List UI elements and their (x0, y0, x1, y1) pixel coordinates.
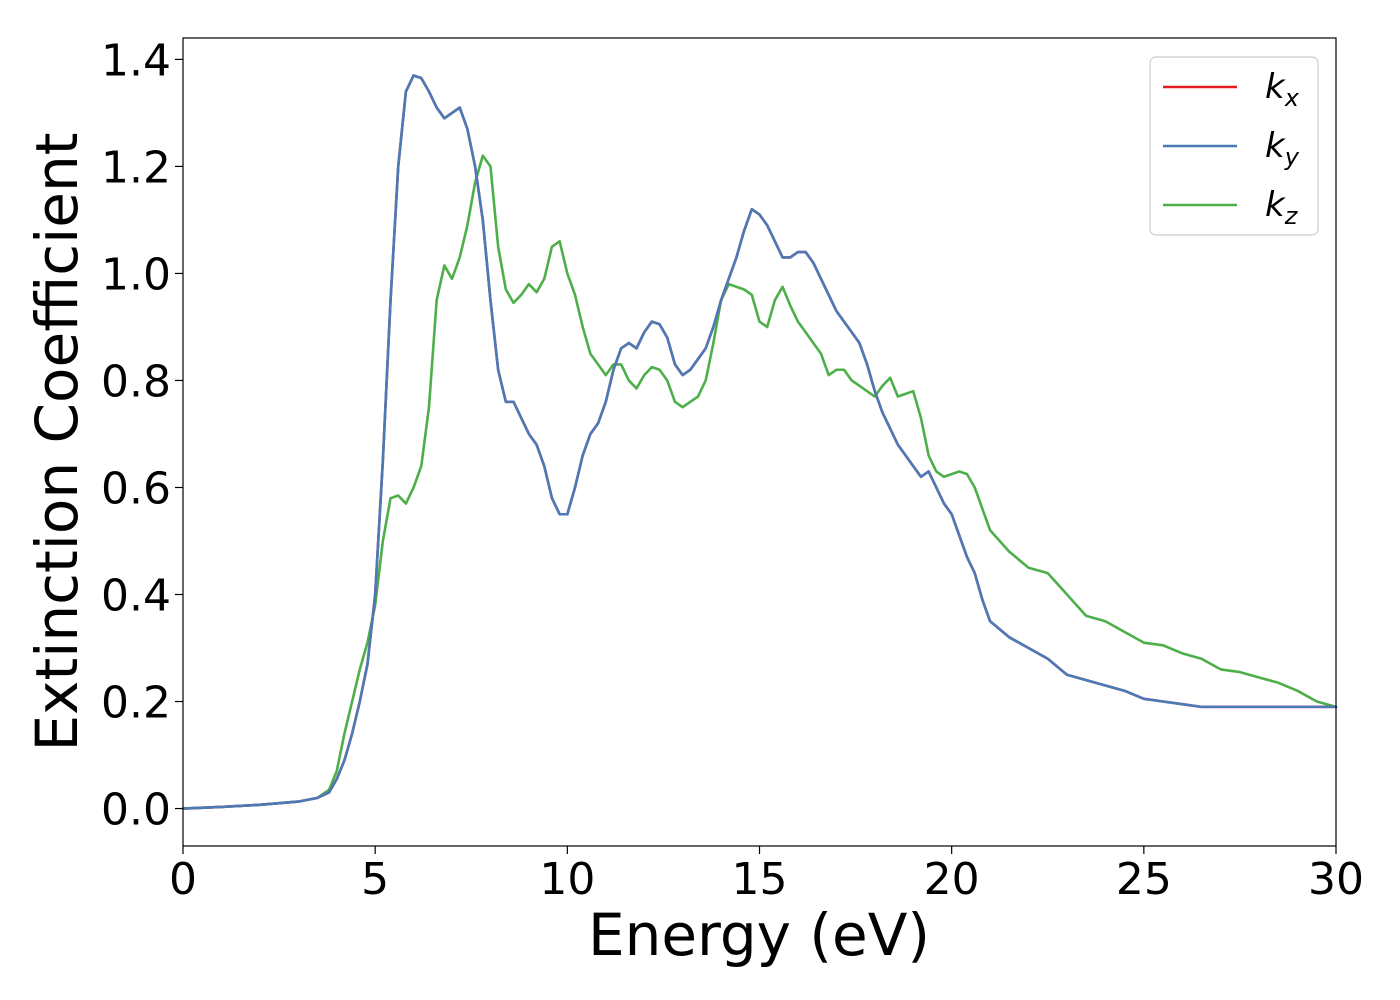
legend-label-base: k (1265, 67, 1286, 107)
y-tick-label: 0.6 (101, 463, 171, 514)
x-axis-ticks: 0 5 10 15 20 25 30 (169, 846, 1364, 905)
x-tick-label: 0 (169, 854, 197, 905)
y-tick-label: 0.2 (101, 678, 171, 729)
x-tick-label: 10 (539, 854, 595, 905)
y-tick-label: 1.0 (101, 249, 171, 300)
legend-label-subscript: x (1284, 84, 1300, 112)
series-lines (181, 74, 1338, 810)
legend-label-subscript: y (1284, 143, 1300, 171)
y-axis-label: Extinction Coefficient (23, 133, 91, 752)
y-tick-label: 1.4 (101, 35, 171, 86)
legend-label-kx: kx (1265, 67, 1300, 112)
legend-label-ky: ky (1265, 126, 1300, 171)
x-tick-label: 5 (361, 854, 389, 905)
legend-label-base: k (1265, 126, 1286, 166)
series-line-kz (181, 154, 1338, 810)
series-line-ky (181, 74, 1338, 810)
y-axis-ticks: 0.0 0.2 0.4 0.6 0.8 1.0 1.2 1.4 (101, 35, 183, 836)
y-tick-label: 0.0 (101, 785, 171, 836)
legend-label-kz: kz (1265, 185, 1299, 230)
y-tick-label: 1.2 (101, 142, 171, 193)
legend-label-base: k (1265, 185, 1286, 225)
legend-label-subscript: z (1284, 202, 1299, 230)
y-tick-label: 0.8 (101, 356, 171, 407)
x-tick-label: 20 (924, 854, 980, 905)
x-axis-label: Energy (eV) (588, 901, 930, 969)
y-tick-label: 0.4 (101, 571, 171, 622)
x-tick-label: 25 (1116, 854, 1172, 905)
x-tick-label: 30 (1308, 854, 1364, 905)
x-tick-label: 15 (732, 854, 788, 905)
